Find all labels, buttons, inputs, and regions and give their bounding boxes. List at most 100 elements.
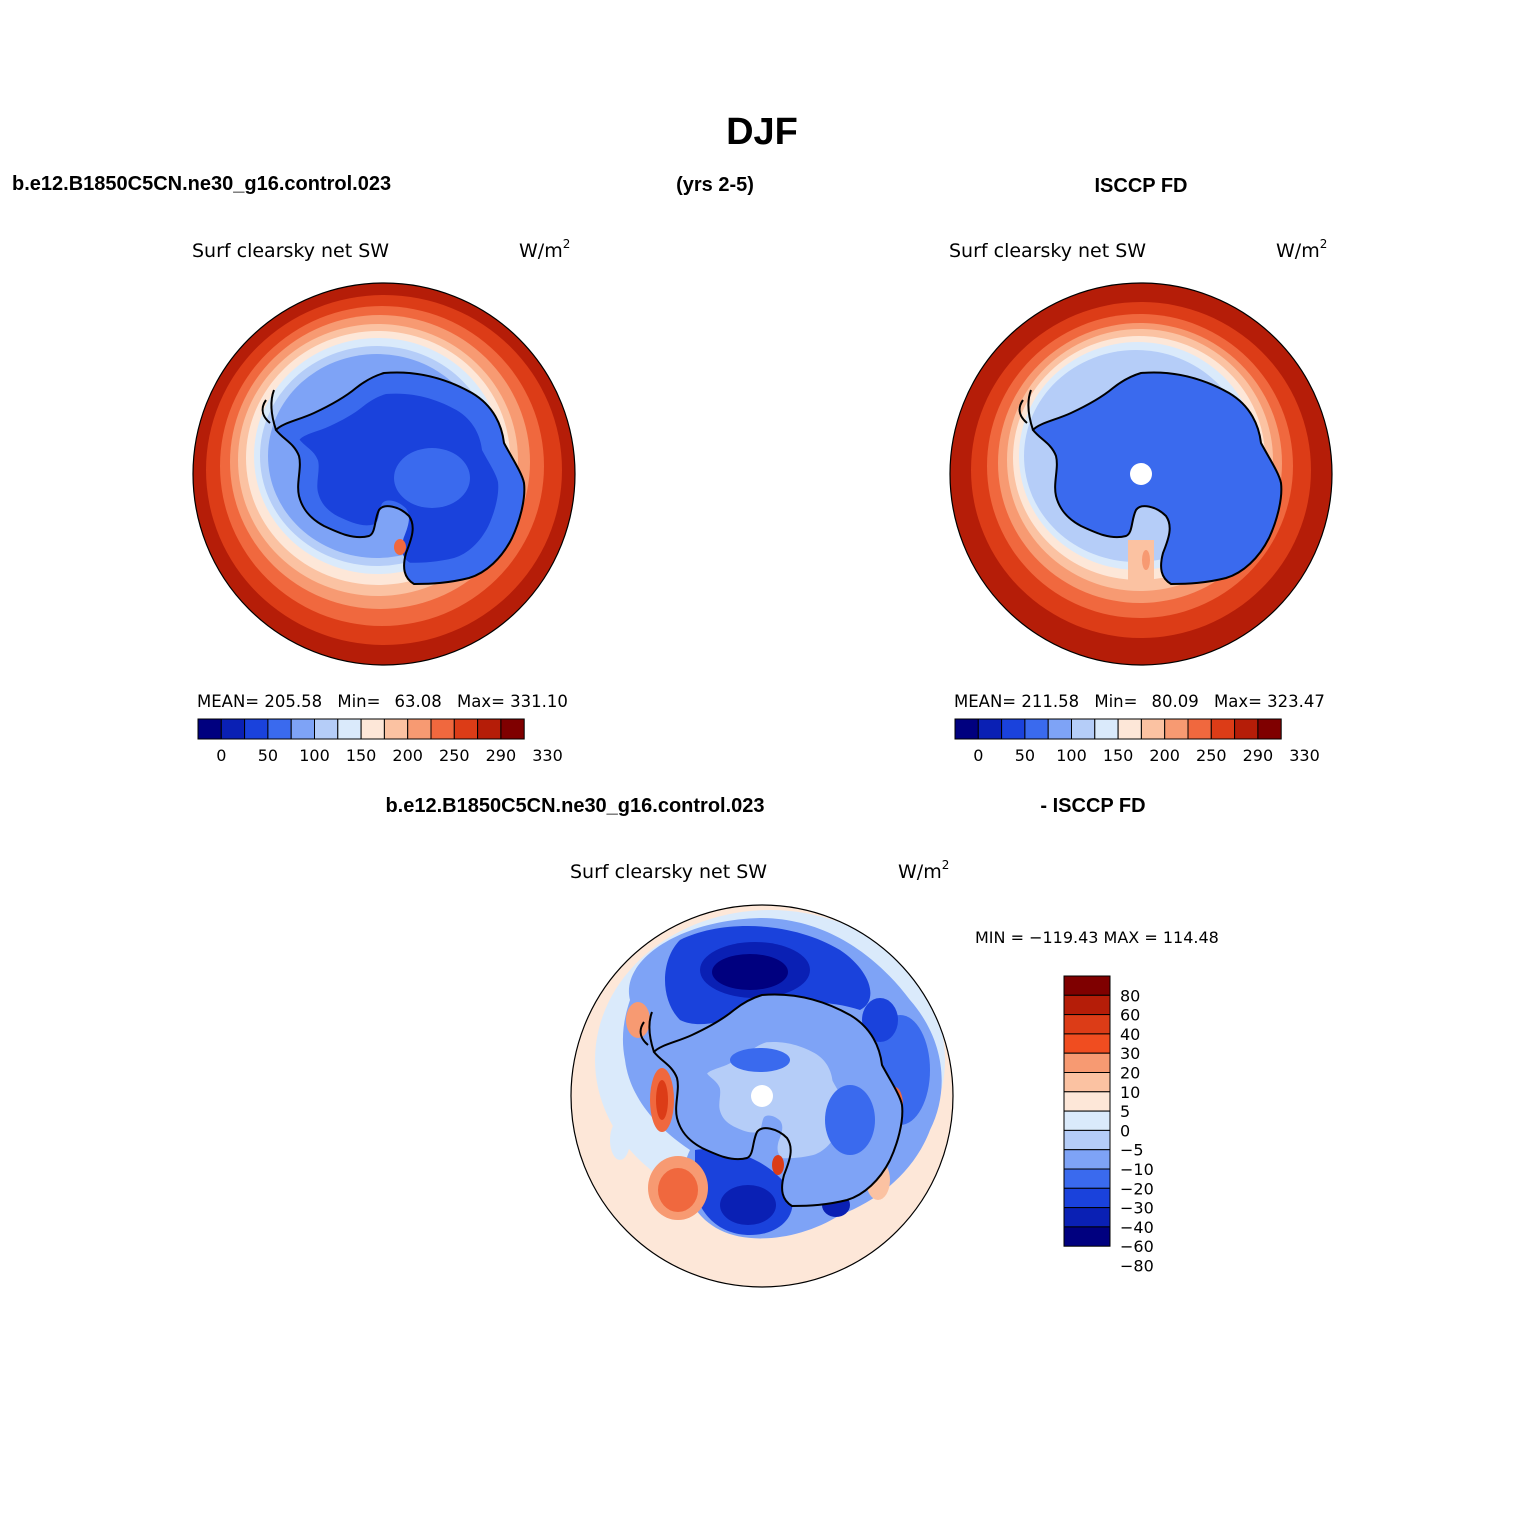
obs-colorbar-box: [977, 718, 1003, 740]
diff-colorbar-label: −5: [1120, 1141, 1144, 1160]
obs-colorbar-label: 250: [1196, 746, 1227, 765]
diff-colorbar-box: [1063, 975, 1111, 996]
years-label: (yrs 2-5): [676, 174, 754, 196]
obs-colorbar-box: [1187, 718, 1212, 740]
model-colorbar-box: [383, 718, 409, 740]
diff-colorbar-label: −30: [1120, 1199, 1154, 1218]
obs-colorbar-box: [954, 718, 979, 740]
obs-colorbar-box: [1117, 718, 1142, 740]
diff-colorbar-label: −20: [1120, 1179, 1154, 1198]
diff-colorbar-box: [1063, 1072, 1111, 1093]
model-colorbar: 0 50 100 150 200 250 290 330: [197, 718, 563, 765]
obs-colorbar-label: 330: [1289, 746, 1320, 765]
model-colorbar-label: 250: [439, 746, 470, 765]
diff-colorbar-box: [1063, 1168, 1111, 1189]
obs-units-label: W/m2: [1276, 237, 1327, 262]
obs-colorbar-label: 0: [973, 746, 983, 765]
model-colorbar-box: [220, 718, 246, 740]
obs-colorbar-box: [1234, 718, 1259, 740]
obs-pole-hole: [1130, 463, 1152, 485]
diff-colorbar-label: 20: [1120, 1064, 1140, 1083]
model-colorbar-label: 100: [299, 746, 330, 765]
obs-colorbar-label: 290: [1243, 746, 1274, 765]
diff-colorbar-label: −60: [1120, 1237, 1154, 1256]
diff-colorbar-label: 30: [1120, 1044, 1140, 1063]
obs-colorbar: 0 50 100 150 200 250 290 330: [954, 718, 1320, 765]
obs-name: ISCCP FD: [1095, 175, 1188, 197]
diff-minmax: MIN = −119.43 MAX = 114.48: [975, 928, 1219, 947]
diff-colorbar-box: [1063, 1149, 1111, 1170]
model-panel: Surf clearsky net SW W/m2 MEAN= 205.58 M…: [192, 237, 576, 765]
obs-colorbar-label: 200: [1149, 746, 1180, 765]
model-colorbar-label: 50: [258, 746, 278, 765]
obs-colorbar-label: 150: [1103, 746, 1134, 765]
model-units-label: W/m2: [519, 237, 570, 262]
diff-colorbar-label: 40: [1120, 1025, 1140, 1044]
model-colorbar-box: [477, 718, 502, 740]
diff-colorbar-box: [1063, 1129, 1111, 1151]
diff-colorbar-label: 5: [1120, 1102, 1130, 1121]
model-map-boundary: [192, 282, 576, 666]
diff-colorbar-label: 10: [1120, 1083, 1140, 1102]
diff-colorbar-box: [1063, 1033, 1111, 1054]
model-colorbar-box: [407, 718, 432, 740]
figure-title: DJF: [726, 111, 798, 153]
obs-stats: MEAN= 211.58 Min= 80.09 Max= 323.47: [954, 692, 1325, 711]
obs-colorbar-box: [1094, 718, 1119, 740]
diff-case-name: b.e12.B1850C5CN.ne30_g16.control.023: [385, 795, 764, 817]
obs-map: [950, 283, 1332, 665]
model-map: [193, 283, 575, 665]
obs-colorbar-label: 100: [1056, 746, 1087, 765]
diff-colorbar-label: −40: [1120, 1218, 1154, 1237]
diff-colorbar-label: −10: [1120, 1160, 1154, 1179]
obs-variable-label: Surf clearsky net SW: [949, 240, 1146, 262]
diff-colorbar-box: [1063, 1052, 1111, 1073]
obs-map-boundary: [949, 282, 1333, 666]
diff-obs-name: - ISCCP FD: [1040, 795, 1145, 817]
model-colorbar-label: 330: [532, 746, 563, 765]
model-colorbar-label: 200: [392, 746, 423, 765]
model-colorbar-label: 290: [486, 746, 517, 765]
obs-colorbar-box: [1257, 718, 1282, 740]
obs-colorbar-box: [1071, 718, 1096, 740]
obs-colorbar-box: [1047, 718, 1072, 740]
obs-colorbar-box: [1001, 718, 1026, 740]
diff-map-boundary: [570, 904, 954, 1288]
diff-colorbar-label: −80: [1120, 1257, 1154, 1276]
model-colorbar-box: [244, 718, 269, 740]
obs-colorbar-box: [1140, 718, 1166, 740]
model-colorbar-box: [314, 718, 339, 740]
diff-map: [571, 905, 953, 1287]
model-colorbar-box: [267, 718, 292, 740]
diff-colorbar-box: [1063, 1014, 1111, 1035]
case-name: b.e12.B1850C5CN.ne30_g16.control.023: [12, 173, 391, 195]
diff-colorbar-box: [1063, 1226, 1111, 1247]
diff-pole-hole: [751, 1085, 773, 1107]
diff-colorbar-label: 80: [1120, 986, 1140, 1005]
diff-colorbar-label: 60: [1120, 1006, 1140, 1025]
diff-colorbar-box: [1063, 994, 1111, 1016]
model-colorbar-box: [453, 718, 479, 740]
obs-colorbar-box: [1210, 718, 1236, 740]
model-colorbar-label: 0: [216, 746, 226, 765]
diff-panel: b.e12.B1850C5CN.ne30_g16.control.023 - I…: [385, 795, 1219, 1288]
diff-colorbar-box: [1063, 1091, 1111, 1112]
diff-colorbar-label: 0: [1120, 1121, 1130, 1140]
obs-colorbar-label: 50: [1015, 746, 1035, 765]
model-variable-label: Surf clearsky net SW: [192, 240, 389, 262]
model-colorbar-box: [290, 718, 316, 740]
diff-variable-label: Surf clearsky net SW: [570, 861, 767, 883]
model-colorbar-box: [360, 718, 385, 740]
model-colorbar-box: [197, 718, 222, 740]
diff-units-label: W/m2: [898, 858, 949, 883]
diff-colorbar-box: [1063, 1207, 1111, 1228]
model-colorbar-box: [337, 718, 362, 740]
obs-panel: Surf clearsky net SW W/m2 MEAN= 211.58 M…: [949, 237, 1333, 765]
obs-colorbar-box: [1164, 718, 1189, 740]
model-colorbar-box: [500, 718, 525, 740]
model-colorbar-box: [430, 718, 455, 740]
obs-colorbar-box: [1024, 718, 1049, 740]
diff-colorbar-box: [1063, 1110, 1111, 1131]
